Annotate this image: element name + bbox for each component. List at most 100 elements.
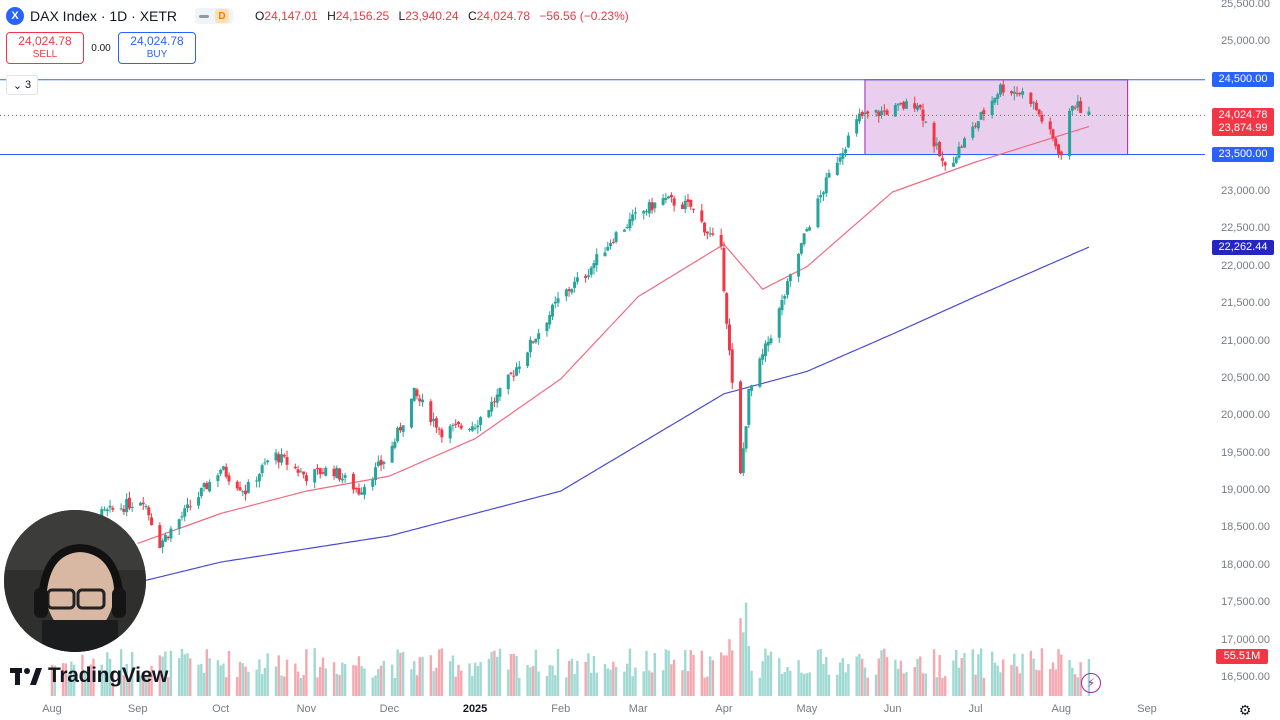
candle-body (371, 479, 375, 487)
candle-body (161, 540, 165, 548)
volume-bar (216, 660, 220, 696)
volume-bar (858, 654, 861, 696)
candle-body (844, 149, 848, 154)
candle-body (589, 267, 593, 275)
candle-body (313, 469, 317, 483)
candle-body (1029, 92, 1033, 105)
volume-bar (169, 650, 173, 696)
candle-body (332, 468, 336, 477)
candle-body (553, 301, 557, 304)
candle-body (241, 491, 245, 493)
volume-bar (277, 655, 280, 696)
candle-body (575, 277, 579, 282)
volume-bar (67, 674, 70, 696)
volume-bar (1021, 653, 1024, 696)
candle-body (777, 308, 781, 338)
volume-bar (352, 665, 355, 696)
volume-bar (766, 655, 770, 696)
volume-bar (354, 665, 358, 696)
x-tick-label: Aug (42, 703, 62, 715)
volume-bar (786, 667, 789, 696)
candle-body (595, 254, 599, 266)
candle-body (722, 247, 726, 292)
candle-body (719, 234, 723, 246)
candle-body (943, 162, 947, 166)
volume-bar (650, 672, 654, 696)
volume-bar (238, 661, 242, 696)
volume-bar (119, 649, 123, 696)
exchange-icon[interactable]: X (6, 7, 24, 25)
lightning-icon[interactable]: ⚡ (1081, 673, 1101, 693)
indicators-collapse-button[interactable]: ⌄ 3 (6, 75, 38, 95)
candle-body (354, 487, 358, 490)
candle-body (515, 367, 519, 376)
candle-body (750, 385, 754, 391)
volume-bar (200, 663, 203, 696)
x-tick-label: Dec (379, 703, 400, 715)
candle-body (119, 508, 123, 510)
candle-body (401, 425, 405, 432)
candle-body (205, 483, 209, 490)
volume-bar (587, 653, 590, 696)
gear-icon[interactable]: ⚙ (1238, 702, 1252, 718)
candle-body (479, 417, 483, 425)
volume-bar (390, 664, 394, 696)
volume-bar (855, 656, 858, 696)
volume-bar (664, 649, 668, 696)
candle-body (1001, 84, 1005, 93)
candle-body (899, 103, 903, 105)
volume-bar (728, 639, 731, 696)
candle-body (902, 102, 906, 109)
candle-body (788, 274, 792, 282)
symbol-title[interactable]: DAX Index · 1D · XETR (30, 8, 178, 24)
candle-body (440, 429, 444, 438)
candle-body (177, 519, 181, 529)
volume-bar (418, 657, 421, 696)
volume-bar (739, 618, 742, 696)
candle-body (459, 425, 463, 429)
volume-bar (670, 664, 673, 696)
indicators-count: 3 (25, 79, 32, 91)
x-tick-label: 2025 (462, 703, 488, 715)
candle-body (680, 204, 684, 209)
x-tick-label: Feb (551, 703, 571, 715)
volume-bar (847, 663, 850, 696)
candle-body (631, 214, 635, 221)
volume-bar (341, 662, 344, 696)
candle-body (393, 441, 397, 448)
candle-body (1034, 102, 1038, 111)
volume-bar (628, 648, 632, 696)
candle-body (866, 111, 870, 114)
volume-bar (515, 656, 518, 696)
candle-body (783, 295, 787, 299)
candle-body (318, 468, 322, 475)
volume-bar (61, 663, 65, 696)
volume-bar (537, 671, 540, 696)
volume-bar (877, 658, 880, 696)
candle-body (138, 502, 142, 506)
candle-body (727, 324, 731, 351)
data-status-pill[interactable]: D (195, 8, 234, 24)
volume-bar (534, 649, 538, 696)
minus-icon (199, 14, 210, 18)
volume-bar (623, 671, 626, 696)
volume-bar (778, 658, 781, 696)
x-tick-label: Jul (968, 703, 983, 715)
candle-body (335, 467, 339, 479)
candle-body (786, 281, 790, 295)
candle-body (517, 366, 521, 369)
candle-body (780, 299, 784, 311)
buy-button[interactable]: 24,024.78 BUY (118, 32, 196, 64)
volume-bar (202, 672, 206, 696)
volume-bar (1015, 666, 1019, 696)
volume-bar (108, 658, 112, 696)
candle-body (550, 304, 554, 317)
candle-body (509, 372, 513, 374)
volume-bar (863, 667, 867, 696)
volume-bar (111, 671, 115, 696)
volume-bar (299, 677, 303, 696)
sell-button[interactable]: 24,024.78 SELL (6, 32, 84, 64)
volume-bar (208, 658, 211, 696)
candle-body (1079, 101, 1083, 113)
